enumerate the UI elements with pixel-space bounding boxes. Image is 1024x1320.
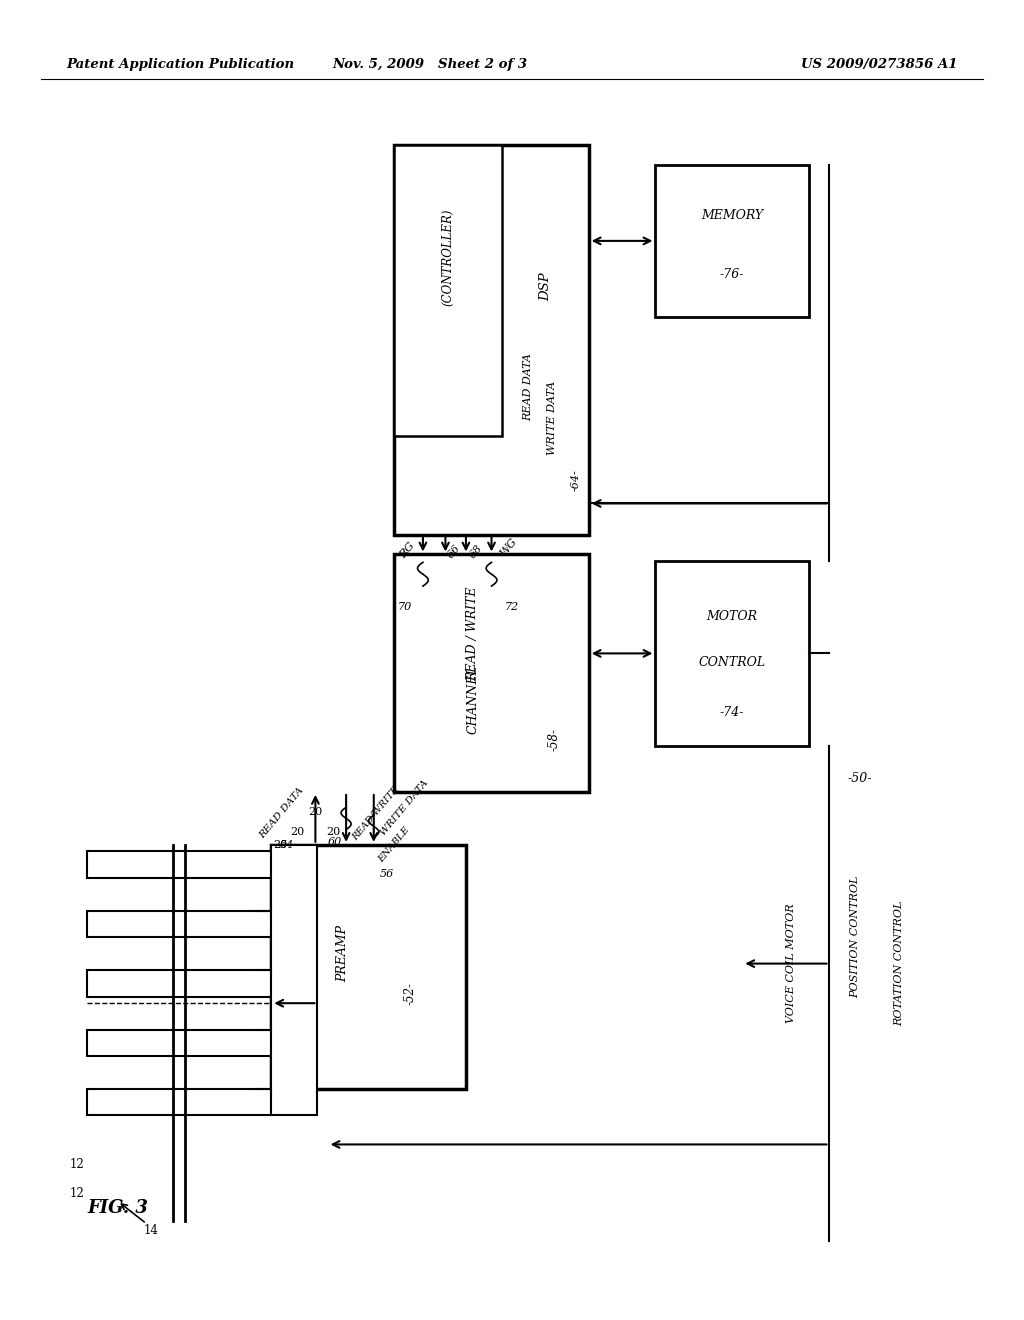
Text: 68: 68: [468, 543, 484, 561]
Text: -52-: -52-: [403, 982, 416, 1005]
Text: MEMORY: MEMORY: [701, 209, 763, 222]
Text: 20: 20: [273, 840, 288, 850]
Text: READ DATA: READ DATA: [523, 352, 532, 421]
Text: ROTATION CONTROL: ROTATION CONTROL: [894, 902, 904, 1026]
Bar: [87, 851, 271, 878]
Text: CONTROL: CONTROL: [698, 656, 766, 669]
Bar: [87, 1030, 271, 1056]
Text: READ / WRITE: READ / WRITE: [467, 586, 479, 681]
Text: 60: 60: [328, 837, 342, 847]
Text: READ/WRITE: READ/WRITE: [350, 784, 400, 842]
Text: WRITE DATA: WRITE DATA: [379, 779, 430, 837]
Text: DSP: DSP: [539, 273, 552, 301]
Text: POSITION CONTROL: POSITION CONTROL: [850, 876, 860, 998]
Bar: [394, 554, 589, 792]
Bar: [655, 165, 809, 317]
Text: -64-: -64-: [570, 469, 581, 491]
Bar: [271, 845, 317, 1115]
Bar: [655, 561, 809, 746]
Text: MOTOR: MOTOR: [707, 610, 758, 623]
Bar: [87, 970, 271, 997]
Text: CHANNEL: CHANNEL: [467, 665, 479, 734]
Text: 20: 20: [327, 826, 341, 837]
Text: Patent Application Publication: Patent Application Publication: [67, 58, 295, 71]
Text: 12: 12: [70, 1187, 84, 1200]
Text: WG: WG: [498, 537, 518, 558]
Bar: [394, 145, 502, 436]
Text: ENABLE: ENABLE: [377, 825, 412, 865]
Text: (CONTROLLER): (CONTROLLER): [441, 209, 455, 306]
Text: 56: 56: [380, 869, 394, 879]
Text: 54: 54: [280, 840, 294, 850]
Text: 12: 12: [70, 1158, 84, 1171]
Bar: [394, 145, 589, 535]
Text: 20: 20: [308, 807, 323, 817]
Text: FIG. 3: FIG. 3: [87, 1199, 148, 1217]
Text: VOICE COIL MOTOR: VOICE COIL MOTOR: [785, 904, 796, 1023]
Text: 66: 66: [445, 543, 462, 561]
Bar: [87, 1089, 271, 1115]
Text: -50-: -50-: [848, 772, 872, 785]
Text: 20: 20: [290, 826, 304, 837]
Text: READ DATA: READ DATA: [257, 785, 305, 841]
Text: Nov. 5, 2009   Sheet 2 of 3: Nov. 5, 2009 Sheet 2 of 3: [333, 58, 527, 71]
Text: 72: 72: [505, 602, 519, 612]
Text: PREAMP: PREAMP: [337, 925, 349, 982]
Bar: [271, 845, 466, 1089]
Text: -76-: -76-: [720, 268, 744, 281]
Text: -74-: -74-: [720, 706, 744, 719]
Text: 70: 70: [397, 602, 412, 612]
Text: US 2009/0273856 A1: US 2009/0273856 A1: [801, 58, 957, 71]
Text: RG: RG: [398, 541, 417, 560]
Text: 14: 14: [144, 1224, 159, 1237]
Text: WRITE DATA: WRITE DATA: [547, 380, 557, 455]
Bar: [87, 911, 271, 937]
Text: -58-: -58-: [547, 729, 560, 751]
